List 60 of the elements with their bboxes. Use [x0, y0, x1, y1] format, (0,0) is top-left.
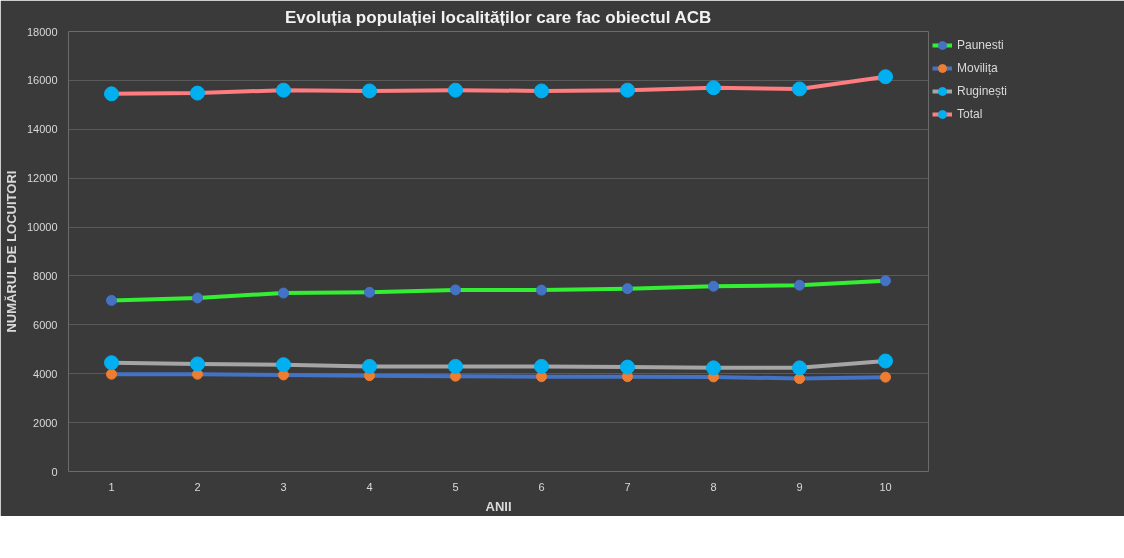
point [792, 81, 807, 97]
x-tick-label: 7 [624, 480, 631, 493]
point [534, 83, 549, 99]
x-tick-label: 6 [538, 480, 545, 493]
point [104, 86, 119, 102]
point [622, 283, 633, 295]
x-tick-label: 5 [452, 480, 459, 493]
point [104, 355, 119, 371]
point [880, 275, 891, 287]
point [794, 373, 805, 385]
point [362, 358, 377, 374]
y-tick-label: 0 [51, 465, 58, 478]
point [878, 69, 893, 85]
legend-label: Total [957, 107, 983, 121]
chart-title: Evoluția populației localităților care fac obiectul ACB [285, 7, 712, 27]
point [106, 294, 117, 306]
y-tick-label: 18000 [26, 25, 58, 38]
x-axis-title: ANII [485, 498, 512, 514]
legend-label: Ruginești [957, 84, 1008, 98]
point [794, 279, 805, 291]
x-tick-label: 8 [710, 480, 717, 493]
point [276, 82, 291, 98]
point [880, 371, 891, 383]
point [276, 357, 291, 373]
point [620, 359, 635, 375]
x-tick-label: 2 [194, 480, 201, 493]
y-tick-label: 14000 [26, 123, 58, 136]
point [106, 368, 117, 380]
point [534, 358, 549, 374]
legend-label: Paunesti [957, 38, 1004, 52]
y-tick-label: 12000 [26, 172, 58, 185]
point [278, 287, 289, 299]
point [620, 82, 635, 98]
legend-label: Movilița [957, 61, 998, 75]
point [878, 353, 893, 369]
point [448, 358, 463, 374]
point [192, 292, 203, 304]
point [450, 284, 461, 296]
y-tick-label: 10000 [26, 221, 58, 234]
y-tick-label: 2000 [33, 416, 58, 429]
x-tick-label: 4 [366, 480, 373, 493]
y-tick-label: 4000 [33, 367, 58, 380]
point [708, 280, 719, 292]
x-tick-label: 1 [108, 480, 115, 493]
y-axis-title: NUMĂRUL DE LOCUITORI [3, 170, 19, 333]
point [792, 360, 807, 376]
point [448, 82, 463, 98]
point [536, 284, 547, 296]
point [190, 356, 205, 372]
y-tick-label: 6000 [33, 318, 58, 331]
point [706, 360, 721, 376]
x-tick-label: 10 [879, 480, 892, 493]
point [364, 286, 375, 298]
y-tick-label: 16000 [26, 74, 58, 87]
y-tick-label: 8000 [33, 269, 58, 282]
point [190, 85, 205, 101]
point [706, 80, 721, 96]
point [362, 83, 377, 99]
x-tick-label: 3 [280, 480, 287, 493]
x-tick-label: 9 [796, 480, 803, 493]
